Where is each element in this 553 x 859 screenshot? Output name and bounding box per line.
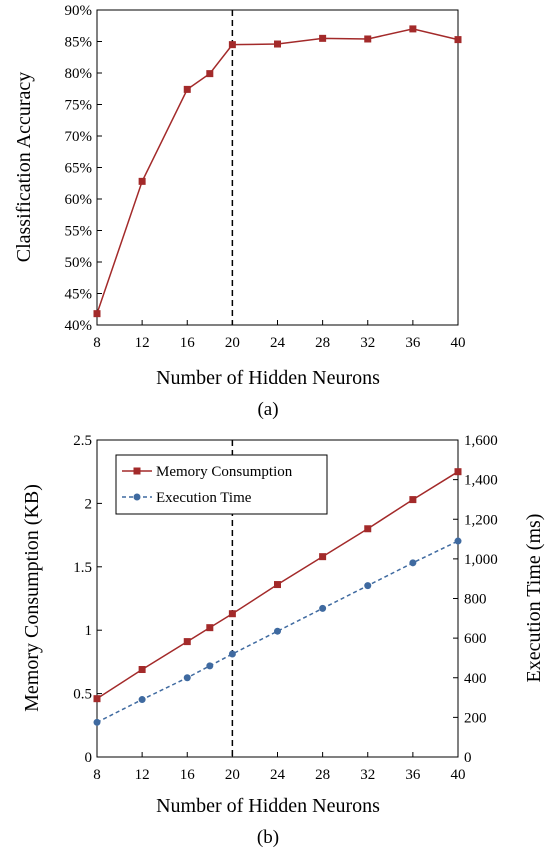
x-axis-title: Number of Hidden Neurons [156,795,380,817]
data-point [183,674,191,682]
x-tick-label: 8 [93,335,101,351]
legend-marker-memory [133,467,141,475]
y-axis-title-left: Memory Consumption (KB) [21,484,43,712]
y-axis-title-right: Execution Time (ms) [523,514,545,683]
data-point [319,34,327,42]
y-axis-title: Classification Accuracy [13,72,35,263]
legend-marker-execution [133,493,141,501]
y-tick-label: 65% [65,161,93,177]
data-point [274,627,281,635]
data-point [93,695,101,703]
y-tick-label: 90% [65,3,93,19]
plot-frame [96,9,459,326]
chart-accuracy: 40% 45% 50% 55% 60% 65% 70% 75% 80% 85% 90% 8 12 16 2… [13,3,466,420]
x-tick-label: 20 [225,767,240,783]
y-right-tick-label: 400 [464,671,487,687]
x-tick-label: 16 [180,335,196,351]
y-tick-label: 45% [65,287,93,303]
legend: Memory Consumption Execution Time [115,454,328,515]
y-right-tick-label: 1,000 [464,552,498,568]
data-point [319,604,327,612]
data-point [138,696,146,704]
legend-label-execution: Execution Time [156,490,252,506]
data-point [138,177,146,185]
data-point [364,525,372,533]
x-tick-label: 8 [93,767,101,783]
y-tick-label: 85% [65,35,93,51]
y-tick-label: 1 [85,623,93,639]
x-axis-title: Number of Hidden Neurons [156,367,380,389]
y-tick-label: 0 [85,750,93,766]
x-tick-label: 32 [360,767,375,783]
y-tick-label: 0.5 [73,687,92,703]
data-point [93,718,101,726]
x-tick-label: 32 [360,335,375,351]
y-right-tick-label: 0 [464,750,472,766]
data-point [206,624,214,632]
y-tick-label: 2.5 [73,433,92,449]
data-point [206,70,214,78]
x-tick-label: 12 [135,335,150,351]
y-right-tick-label: 1,600 [464,433,498,449]
x-tick-label: 24 [270,767,286,783]
series-line-0 [96,28,459,314]
data-point [364,35,372,43]
y-tick-label: 40% [65,318,93,334]
data-point [93,310,101,318]
y-tick-label: 55% [65,224,93,240]
data-point [228,610,236,618]
x-tick-label: 28 [315,335,330,351]
data-point [409,559,417,567]
y-right-tick-label: 1,200 [464,512,498,528]
data-point [454,537,462,545]
x-tick-label: 12 [135,767,150,783]
x-tick-label: 40 [451,767,466,783]
data-point [274,581,281,589]
x-tick-label: 28 [315,767,330,783]
x-tick-label: 40 [451,335,466,351]
x-tick-label: 36 [405,335,421,351]
y-tick-label: 2 [85,496,93,512]
y-tick-label: 75% [65,98,93,114]
y-tick-label: 80% [65,66,93,82]
data-point [454,468,462,476]
data-point [183,638,191,646]
data-point [409,496,417,504]
data-point [274,40,281,48]
y-tick-label: 1.5 [73,560,92,576]
x-tick-label: 16 [180,767,196,783]
series-line-1 [96,540,459,723]
data-point [138,666,146,674]
legend-box [115,454,328,515]
series-line-0 [96,471,459,700]
x-tick-label: 36 [405,767,421,783]
data-point [409,25,417,33]
y-right-tick-label: 200 [464,710,487,726]
x-tick-label: 20 [225,335,240,351]
y-right-tick-label: 800 [464,592,487,608]
data-point [228,41,236,49]
data-point [364,582,372,590]
y-tick-label: 50% [65,255,93,271]
data-point [319,553,327,561]
data-point [206,662,214,670]
legend-label-memory: Memory Consumption [156,464,293,480]
data-point [228,650,236,658]
data-point [183,85,191,93]
data-point [454,36,462,44]
x-tick-label: 24 [270,335,286,351]
chart-caption: (a) [257,399,278,420]
chart-caption: (b) [257,827,279,848]
chart-memory-execution: 0 0.5 1 1.5 2 2.5 0 200 400 600 800 1,000 1,200 1,40… [21,433,545,848]
y-tick-label: 70% [65,129,93,145]
y-right-tick-label: 600 [464,631,487,647]
y-right-tick-label: 1,400 [464,473,498,489]
y-tick-label: 60% [65,192,93,208]
